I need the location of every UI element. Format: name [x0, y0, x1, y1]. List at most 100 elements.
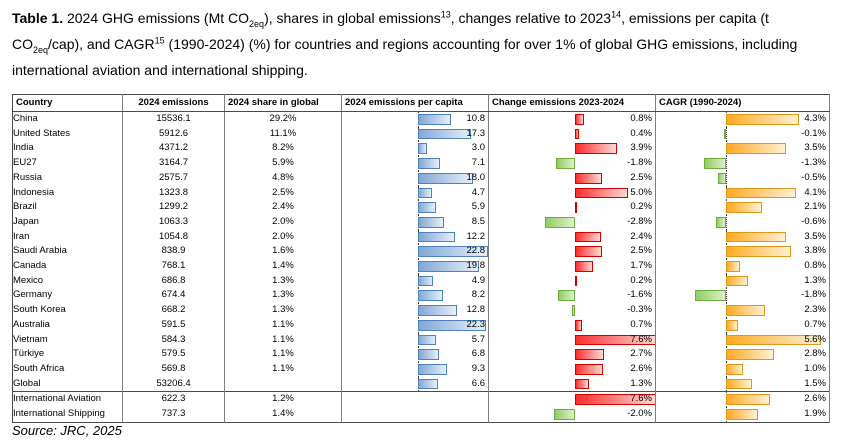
- change-cell-bar: [575, 143, 617, 155]
- table-row: Indonesia 1323.8 2.5% 4.7 5.0% 4.1%: [12, 185, 830, 201]
- change-cell: 1.3%: [488, 376, 656, 392]
- caption-segment: (1990-2024) (%) for countries and region…: [12, 36, 798, 78]
- per-capita-cell-value: 22.3: [466, 318, 486, 330]
- caption-segment: 2eq: [249, 18, 265, 29]
- cagr-cell-bar: [726, 143, 786, 155]
- table-row: Saudi Arabia 838.9 1.6% 22.8 2.5% 3.8%: [12, 244, 830, 260]
- share-cell: 2.4%: [224, 200, 342, 215]
- country-cell: International Shipping: [12, 407, 123, 423]
- cagr-cell: -0.1%: [655, 126, 830, 142]
- cagr-cell: 3.5%: [655, 141, 830, 157]
- cagr-cell: 1.9%: [655, 407, 830, 423]
- table-caption: Table 1. 2024 GHG emissions (Mt CO2eq), …: [12, 5, 832, 83]
- per-capita-cell-value: 3.0: [471, 142, 485, 154]
- cagr-cell: -0.5%: [655, 170, 830, 186]
- share-cell: 1.3%: [224, 273, 342, 289]
- cagr-cell-value: 2.3%: [804, 304, 826, 316]
- table-row: India 4371.2 8.2% 3.0 3.9% 3.5%: [12, 141, 830, 157]
- cagr-cell-value: 1.5%: [804, 377, 826, 389]
- per-capita-cell-value: 5.7: [471, 333, 485, 345]
- change-cell-bar: [575, 172, 602, 184]
- emissions-cell: 15536.1: [122, 111, 225, 127]
- country-cell: Germany: [12, 288, 123, 304]
- cagr-cell-value: 2.6%: [804, 393, 826, 405]
- cagr-cell-value: 3.5%: [804, 230, 826, 242]
- country-cell: Iran: [12, 229, 123, 245]
- col-header-share: 2024 share in global: [224, 94, 342, 112]
- country-cell: Mexico: [12, 273, 123, 289]
- cagr-cell: 4.1%: [655, 185, 830, 201]
- cagr-cell-value: -1.8%: [801, 289, 826, 301]
- change-cell-bar: [575, 378, 589, 390]
- per-capita-cell-bar: [418, 319, 487, 331]
- ghg-emissions-table: Country 2024 emissions 2024 share in glo…: [12, 94, 830, 423]
- change-cell-value: -2.8%: [627, 215, 652, 227]
- change-cell: 0.8%: [488, 111, 656, 127]
- change-cell-value: 1.3%: [630, 377, 652, 389]
- per-capita-cell-value: 8.2: [471, 289, 485, 301]
- change-cell-bar: [575, 261, 594, 272]
- table-row: South Korea 668.2 1.3% 12.8 -0.3% 2.3%: [12, 303, 830, 318]
- change-cell: 1.7%: [488, 259, 656, 274]
- per-capita-cell: 6.6: [341, 376, 489, 392]
- per-capita-cell-bar: [418, 349, 439, 360]
- per-capita-cell: 4.9: [341, 273, 489, 289]
- cagr-cell: 1.3%: [655, 273, 830, 289]
- cagr-cell-value: 0.8%: [804, 260, 826, 272]
- share-cell: 1.2%: [224, 391, 342, 408]
- cagr-cell-bar: [726, 261, 740, 272]
- per-capita-cell: [341, 391, 489, 408]
- per-capita-cell: 6.8: [341, 347, 489, 362]
- per-capita-cell-value: 8.5: [471, 215, 485, 227]
- change-cell: -0.3%: [488, 303, 656, 318]
- change-cell-value: -0.3%: [627, 304, 652, 316]
- change-cell-bar: [575, 114, 584, 125]
- cagr-cell: 5.6%: [655, 332, 830, 348]
- table-row: Germany 674.4 1.3% 8.2 -1.6% -1.8%: [12, 288, 830, 304]
- country-cell: Global: [12, 376, 123, 392]
- country-cell: China: [12, 111, 123, 127]
- table-row: Vietnam 584.3 1.1% 5.7 7.6% 5.6%: [12, 332, 830, 348]
- cagr-cell: 0.8%: [655, 259, 830, 274]
- change-cell-value: 0.8%: [630, 113, 652, 124]
- per-capita-cell: 22.3: [341, 317, 489, 333]
- per-capita-cell-value: 6.6: [471, 377, 485, 389]
- per-capita-cell-bar: [418, 231, 456, 243]
- per-capita-cell-bar: [418, 216, 445, 228]
- change-cell-value: 2.5%: [630, 245, 652, 257]
- emissions-cell: 591.5: [122, 317, 225, 333]
- cagr-cell: -0.6%: [655, 214, 830, 230]
- change-cell-value: -1.8%: [627, 157, 652, 169]
- country-cell: Japan: [12, 214, 123, 230]
- cagr-cell: 3.5%: [655, 229, 830, 245]
- table-row: Brazil 1299.2 2.4% 5.9 0.2% 2.1%: [12, 200, 830, 215]
- share-cell: 29.2%: [224, 111, 342, 127]
- cagr-cell-value: 2.1%: [804, 201, 826, 213]
- cagr-cell: 4.3%: [655, 111, 830, 127]
- per-capita-cell-value: 7.1: [471, 157, 485, 169]
- change-cell: 7.6%: [488, 391, 656, 408]
- change-cell-bar: [553, 409, 575, 420]
- cagr-cell: 2.6%: [655, 391, 830, 408]
- change-cell: 0.2%: [488, 273, 656, 289]
- per-capita-cell: 4.7: [341, 185, 489, 201]
- per-capita-cell: 9.3: [341, 361, 489, 377]
- share-cell: [224, 376, 342, 392]
- emissions-cell: 4371.2: [122, 141, 225, 157]
- emissions-cell: 1063.3: [122, 214, 225, 230]
- cagr-cell-bar: [726, 394, 771, 406]
- per-capita-cell-bar: [418, 378, 439, 390]
- table-row: Australia 591.5 1.1% 22.3 0.7% 0.7%: [12, 317, 830, 333]
- change-cell-bar: [575, 246, 602, 258]
- caption-segment: 2eq: [33, 44, 49, 55]
- table-row: Iran 1054.8 2.0% 12.2 2.4% 3.5%: [12, 229, 830, 245]
- cagr-cell: 1.5%: [655, 376, 830, 392]
- change-cell: 2.5%: [488, 170, 656, 186]
- share-cell: 8.2%: [224, 141, 342, 157]
- change-cell-value: -2.0%: [627, 408, 652, 420]
- per-capita-cell-value: 22.8: [466, 245, 486, 257]
- zero-axis-line: [726, 288, 727, 304]
- per-capita-cell: 8.5: [341, 214, 489, 230]
- per-capita-cell: 18.0: [341, 170, 489, 186]
- cagr-cell-bar: [726, 187, 796, 199]
